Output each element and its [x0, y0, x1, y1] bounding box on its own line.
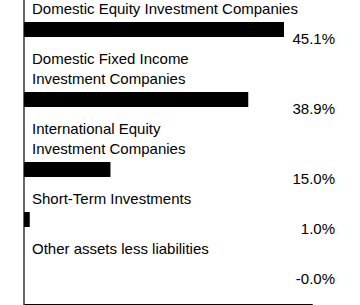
category-label: International EquityInvestment Companies [32, 120, 185, 157]
category-label: Domestic Fixed IncomeInvestment Companie… [32, 50, 189, 87]
x-axis-line [25, 304, 313, 305]
data-label: 38.9% [292, 100, 335, 117]
bar [24, 22, 284, 37]
category-label: Other assets less liabilities [32, 240, 209, 257]
x-axis [25, 304, 313, 305]
category-label: Domestic Equity Investment Companies [32, 0, 298, 17]
data-label: -0.0% [296, 270, 335, 287]
bar [24, 92, 248, 107]
bar [24, 162, 110, 177]
data-label: 1.0% [301, 220, 335, 237]
y-axis-line [23, 0, 24, 305]
data-label: 45.1% [292, 30, 335, 47]
bar [24, 212, 30, 227]
chart: Domestic Equity Investment Companies Dome… [0, 0, 360, 305]
data-label: 15.0% [292, 170, 335, 187]
category-label: Short-Term Investments [32, 190, 191, 207]
bars [24, 22, 284, 227]
